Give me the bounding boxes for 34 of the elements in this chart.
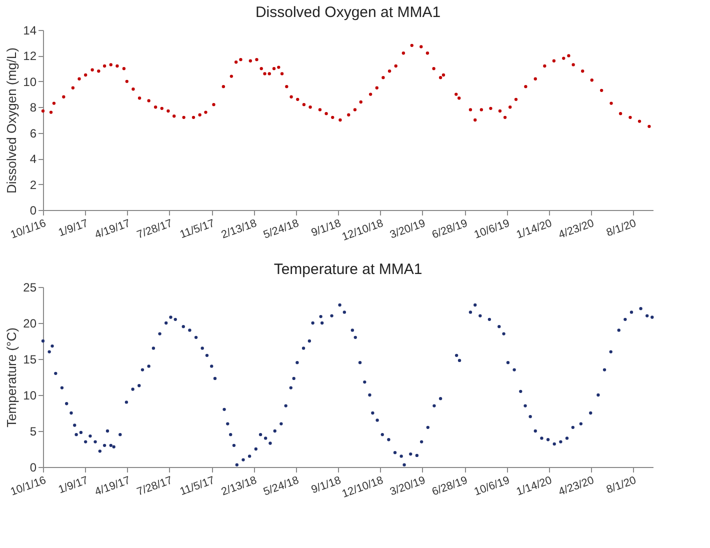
y-tick-label: 10 <box>23 74 37 89</box>
x-tick-label: 8/1/20 <box>604 474 638 496</box>
x-tick-label: 1/9/17 <box>56 474 90 496</box>
y-tick-label: 4 <box>30 152 37 166</box>
y-tick-label: 14 <box>23 24 37 38</box>
y-tick-label: 12 <box>23 49 37 64</box>
x-tick-label: 9/1/18 <box>310 218 343 240</box>
x-tick-label: 9/1/18 <box>310 474 343 496</box>
y-tick-label: 5 <box>30 424 37 438</box>
chart-title: Temperature at MMA1 <box>274 261 422 278</box>
x-tick-label: 4/23/20 <box>557 218 596 242</box>
x-tick-label: 5/24/18 <box>262 218 301 242</box>
x-tick-label: 3/20/19 <box>388 218 428 242</box>
y-tick-label: 25 <box>23 280 37 294</box>
y-axis-title: Dissolved Oxygen (mg/L) <box>4 48 20 194</box>
y-tick-label: 15 <box>23 352 37 366</box>
x-tick-label: 6/28/19 <box>430 218 470 242</box>
y-tick-label: 8 <box>30 100 37 115</box>
y-tick-label: 2 <box>30 178 37 192</box>
chart-title: Dissolved Oxygen at MMA1 <box>255 4 441 21</box>
x-tick-label: 6/28/19 <box>430 474 470 498</box>
x-tick-label: 3/20/19 <box>388 474 428 498</box>
x-tick-label: 1/9/17 <box>56 218 90 240</box>
x-tick-label: 4/19/17 <box>93 474 132 498</box>
y-tick-label: 0 <box>30 204 37 218</box>
x-tick-label: 8/1/20 <box>604 218 638 240</box>
y-tick-label: 20 <box>23 316 37 330</box>
y-tick-label: 6 <box>30 126 37 140</box>
y-tick-label: 10 <box>23 388 37 402</box>
x-tick-label: 5/24/18 <box>262 474 301 498</box>
y-tick-label: 0 <box>30 460 37 474</box>
x-tick-label: 4/23/20 <box>557 474 596 498</box>
x-tick-label: 4/19/17 <box>93 218 132 242</box>
y-axis-title: Temperature (°C) <box>4 328 20 428</box>
